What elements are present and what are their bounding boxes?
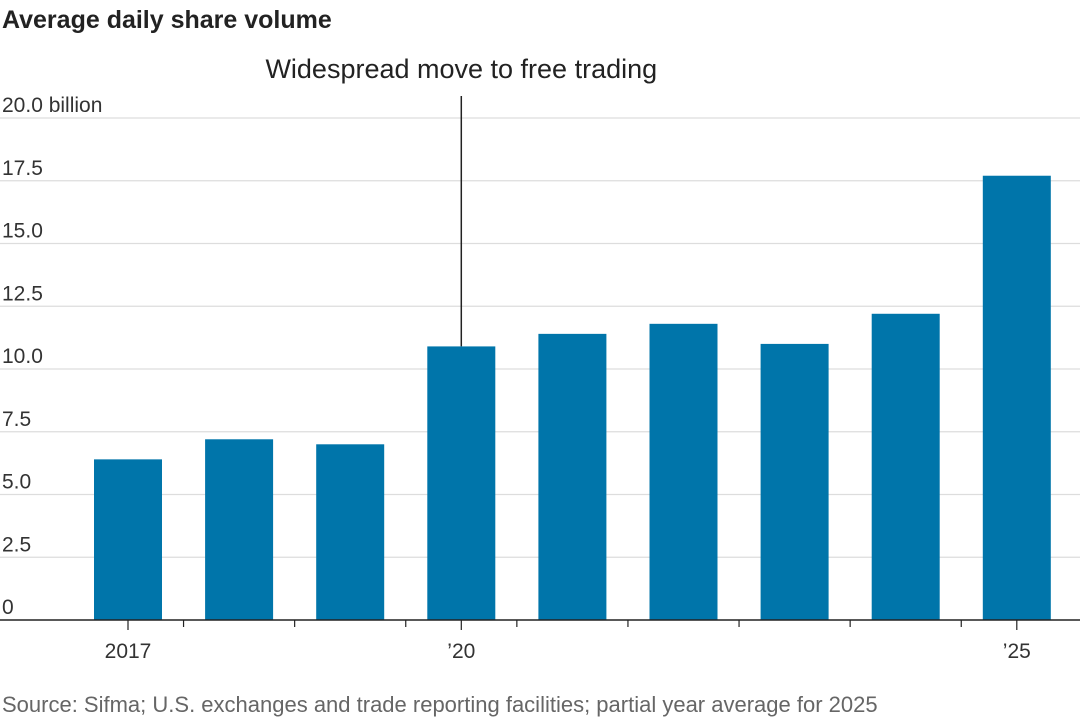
bar-2023 [760,343,829,620]
y-tick-label: 17.5 [2,157,43,180]
bar-2018 [205,439,274,620]
chart-title: Average daily share volume [2,6,332,34]
y-tick-label: 10.0 [2,345,43,368]
bar-2025 [982,175,1051,621]
y-tick-label: 0 [2,596,14,619]
y-tick-label: 12.5 [2,282,43,305]
x-tick-label: 2017 [105,640,152,663]
y-tick-label: 5.0 [2,471,31,494]
x-tick-label: ’25 [1003,640,1031,663]
bar-2024 [871,313,940,620]
bar-2022 [649,323,718,620]
y-tick-label: 2.5 [2,533,31,556]
bar-2021 [538,333,607,620]
annotation-label: Widespread move to free trading [265,54,657,84]
bar-2020 [427,346,496,620]
y-tick-label: 15.0 [2,220,43,243]
x-axis-ticks: 2017 ’20 ’25 [105,620,1031,663]
source-note: Source: Sifma; U.S. exchanges and trade … [2,692,878,717]
bar-2017 [94,459,162,620]
bars [94,175,1051,621]
y-axis-ticks: 0 2.5 5.0 7.5 10.0 12.5 15.0 17.5 20.0 billion [2,94,102,619]
annotation: Widespread move to free trading [265,54,657,347]
x-tick-label: ’20 [447,640,475,663]
y-tick-label: 20.0 billion [2,94,102,117]
y-tick-label: 7.5 [2,408,31,431]
bar-2019 [316,444,385,620]
